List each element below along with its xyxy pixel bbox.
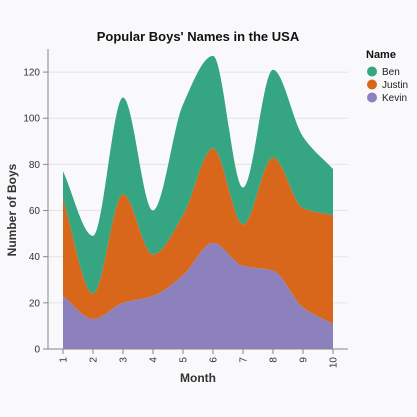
legend-swatch-kevin — [367, 92, 377, 103]
x-tick-label-9: 9 — [299, 357, 310, 363]
x-tick-label-6: 6 — [209, 357, 220, 363]
x-tick-label-4: 4 — [149, 357, 160, 363]
x-axis-title: Month — [180, 371, 216, 385]
legend-label-justin[interactable]: Justin — [382, 80, 408, 91]
x-tick-label-3: 3 — [119, 357, 130, 363]
y-tick-label-100: 100 — [23, 114, 40, 125]
x-tick-label-7: 7 — [239, 357, 250, 363]
y-tick-label-20: 20 — [29, 298, 41, 309]
legend-title: Name — [366, 49, 396, 61]
axes: 0 20 40 60 80 100 120 1 2 3 4 5 6 7 8 9 10 — [23, 49, 348, 368]
area-series — [63, 55, 333, 349]
area-justin[interactable] — [63, 148, 333, 324]
y-tick-label-0: 0 — [34, 345, 40, 356]
legend-label-kevin[interactable]: Kevin — [382, 93, 407, 104]
x-tick-label-5: 5 — [179, 357, 190, 363]
legend-swatch-ben — [367, 66, 377, 77]
y-tick-label-80: 80 — [29, 160, 41, 171]
x-tick-label-2: 2 — [89, 357, 100, 363]
y-tick-label-120: 120 — [23, 68, 40, 79]
y-tick-label-40: 40 — [29, 252, 41, 263]
legend-swatch-justin — [367, 79, 377, 90]
y-axis-title: Number of Boys — [5, 163, 19, 256]
chart-title: Popular Boys' Names in the USA — [97, 29, 300, 44]
x-tick-label-8: 8 — [269, 357, 280, 363]
x-tick-label-10: 10 — [329, 357, 340, 369]
legend[interactable]: Name Ben Justin Kevin — [366, 49, 408, 104]
area-ben[interactable] — [63, 55, 333, 294]
area-kevin[interactable] — [63, 242, 333, 349]
legend-label-ben[interactable]: Ben — [382, 67, 400, 78]
x-tick-label-1: 1 — [59, 357, 70, 363]
y-tick-label-60: 60 — [29, 206, 41, 217]
